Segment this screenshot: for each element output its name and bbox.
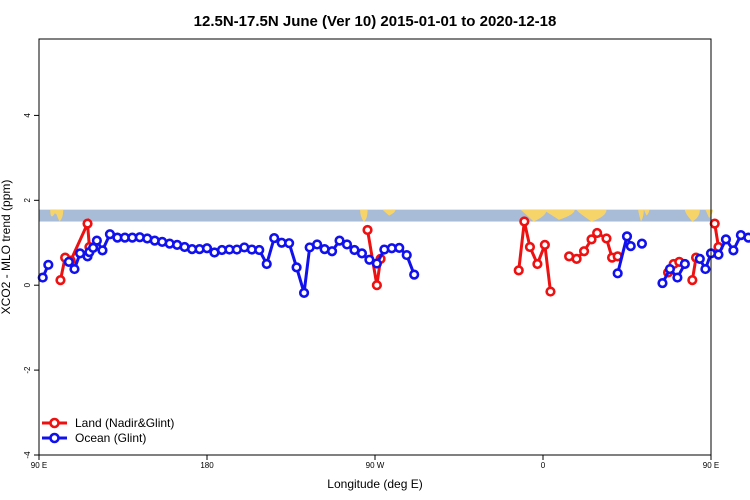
data-point [513,265,524,276]
y-tick-label: -4 [23,451,32,459]
series-line [517,221,552,292]
x-axis-label: Longitude (deg E) [327,477,422,491]
land-area [638,209,644,222]
legend-marker [49,417,60,429]
y-tick-label: 2 [23,198,32,203]
data-point [201,243,213,254]
y-tick-label: 0 [23,282,32,287]
ocean-band [39,209,711,222]
data-point [664,263,676,275]
land-area [520,209,547,222]
data-point [713,249,724,260]
axes: 90 E 180 90 W 0 90 E -4 -2 0 2 4 [23,113,719,470]
data-point [362,224,373,236]
x-tick-label: 0 [541,461,546,470]
data-point [91,235,102,246]
data-point [261,258,272,270]
data-point [401,249,412,261]
y-tick-label: 4 [23,113,32,118]
data-point [334,235,345,246]
data-point [284,238,295,249]
data-point [341,239,353,250]
data-point [592,227,603,239]
data-point [394,242,405,253]
data-point [326,246,338,257]
data-point [37,272,48,283]
data-point [524,241,536,253]
data-point [356,248,368,259]
data-point [254,244,265,256]
data-point [679,258,690,270]
series-layer [37,216,750,298]
x-tick-label: 90 W [366,461,385,470]
data-point [43,259,54,270]
data-point [709,218,720,229]
data-point [55,275,66,286]
data-point [636,238,648,249]
chart-title: 12.5N-17.5N June (Ver 10) 2015-01-01 to … [194,13,557,30]
land-area [684,209,700,222]
data-point [694,253,705,264]
land-area [643,209,650,216]
data-point [519,216,530,227]
x-tick-label: 90 E [31,461,47,470]
data-point [571,253,582,264]
y-axis-label: XCO2 - MLO trend (ppm) [0,180,13,315]
plot-frame [38,38,712,456]
land-area [382,209,396,216]
land-area [55,209,64,222]
data-point [700,263,711,275]
data-point [364,254,375,265]
land-area [360,209,368,222]
x-tick-label: 90 E [703,461,719,470]
data-point [532,258,543,270]
data-point [586,234,597,245]
data-point [743,232,750,243]
data-point [371,258,382,269]
data-point [545,286,556,297]
land-sea-strip [39,209,713,222]
data-point [69,263,80,275]
data-point [409,269,420,280]
y-tick-label: -2 [23,366,32,374]
land-area [576,209,607,222]
data-point [298,287,310,298]
data-point [621,231,633,242]
data-point [672,272,683,283]
data-point [291,262,302,273]
data-point [578,246,590,257]
data-point [625,241,636,252]
series-line [67,232,416,294]
data-point [371,280,382,291]
series-line [661,263,687,284]
data-point [82,218,93,229]
data-point [687,275,698,286]
data-point [63,256,74,267]
data-point [657,277,668,289]
x-tick-label: 180 [200,461,214,470]
legend-marker [49,432,60,444]
data-point [269,232,280,244]
legend-label: Land (Nadir&Glint) [75,416,174,430]
data-point [612,268,623,279]
data-point [601,233,612,244]
data-point [720,234,732,245]
land-area [543,209,575,220]
data-point [312,239,323,250]
legend-label: Ocean (Glint) [75,431,146,445]
data-point [97,245,108,256]
data-point [728,245,739,256]
data-point [539,239,550,250]
series-ocean [37,229,750,298]
legend: Land (Nadir&Glint)Ocean (Glint) [42,416,174,445]
